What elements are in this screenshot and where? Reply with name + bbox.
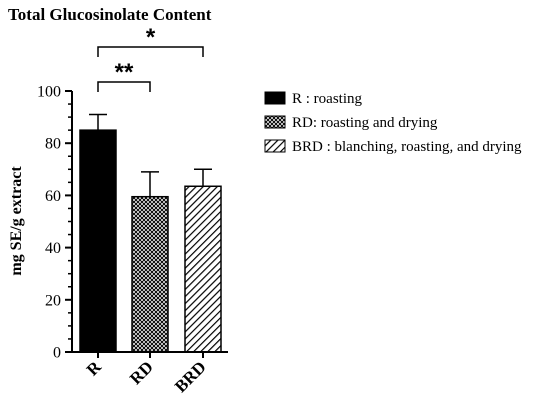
x-tick-label: RD [126,357,157,388]
chart-title: Total Glucosinolate Content [8,5,212,24]
y-tick-label: 0 [53,345,61,362]
legend-label: RD: roasting and drying [292,115,438,131]
legend: R : roasting RD: roasting and drying BRD :… [264,91,522,155]
bar-brd [184,185,222,353]
significance-label: * [146,24,156,51]
significance-bracket [97,81,151,92]
legend-swatch-crosshatch [264,115,286,129]
y-tick-label: 60 [45,188,61,205]
y-tick-label: 20 [45,292,61,309]
y-tick-label: 100 [37,84,61,101]
legend-label: BRD : blanching, roasting, and drying [292,139,522,155]
significance-bracket [97,46,204,57]
y-axis-label: mg SE/g extract [8,166,25,276]
x-tick-label: R [83,357,106,380]
legend-label: R : roasting [292,91,362,107]
x-tick-label: BRD [171,357,210,396]
y-tick-label: 40 [45,240,61,257]
legend-swatch-diagonal [264,139,286,153]
y-tick-label: 80 [45,136,61,153]
significance-label: ** [115,59,134,86]
legend-swatch-solid [264,91,286,105]
bar-r [79,129,117,353]
bar-rd [131,195,169,353]
